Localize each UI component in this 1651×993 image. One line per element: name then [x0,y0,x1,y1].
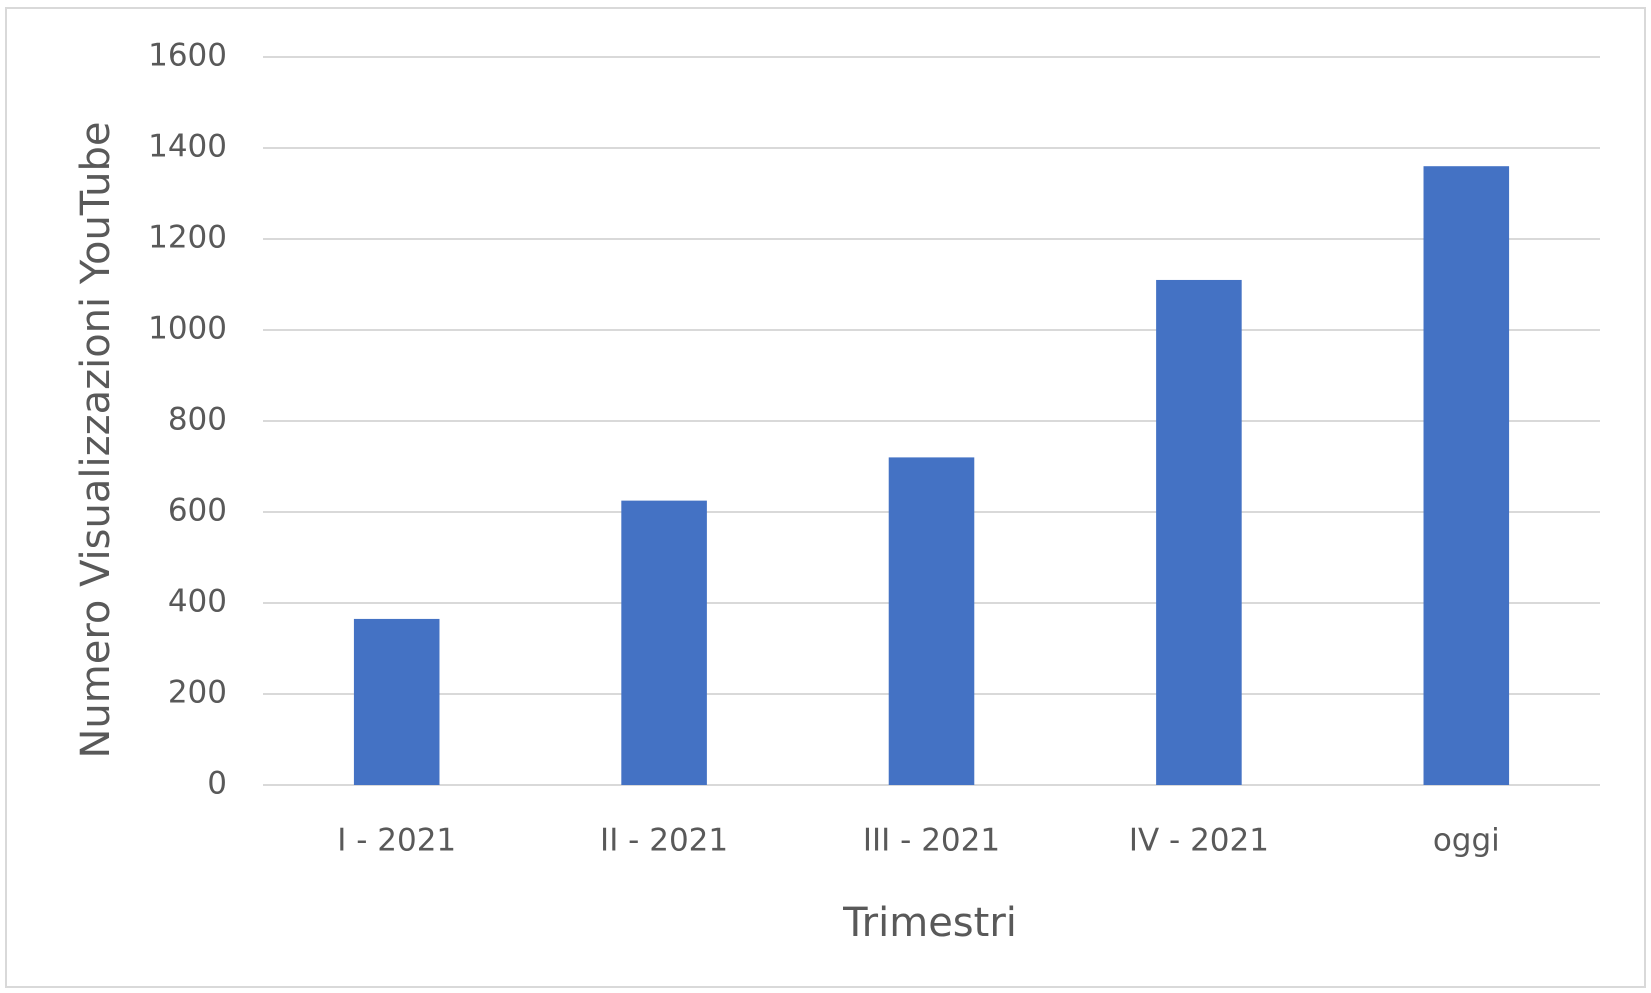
x-axis-title: Trimestri [842,900,1017,946]
y-tick-label: 200 [168,675,227,711]
chart-frame [5,7,1646,988]
x-tick-label: II - 2021 [600,823,728,859]
x-tick-label: III - 2021 [863,823,1000,859]
bar [1156,279,1242,785]
bar [621,500,707,785]
y-tick-label: 1600 [148,38,227,74]
y-tick-label: 0 [207,766,227,802]
bar [888,457,975,785]
y-axis-title: Numero Visualizzazioni YouTube [73,121,119,758]
y-tick-label: 1200 [148,220,227,256]
x-tick-label: I - 2021 [337,823,456,859]
bar [1423,166,1510,785]
x-tick-label: oggi [1433,823,1500,859]
x-tick-label: IV - 2021 [1129,823,1269,859]
y-tick-label: 400 [168,584,227,620]
y-tick-label: 1000 [148,311,227,347]
y-tick-label: 800 [168,402,227,438]
y-tick-label: 600 [168,493,227,529]
bar [353,618,440,785]
y-tick-label: 1400 [148,129,227,165]
